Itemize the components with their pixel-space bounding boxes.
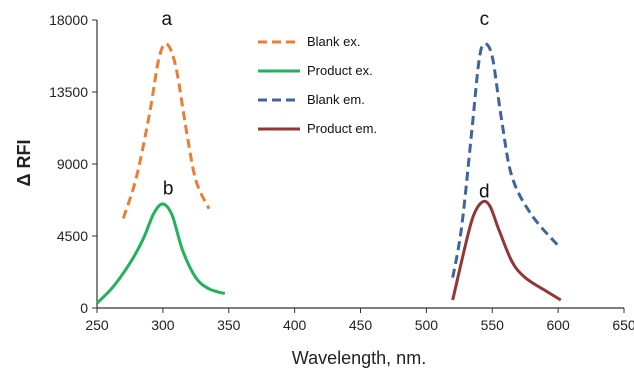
series-line-blank-em xyxy=(451,42,560,278)
x-tick-label: 250 xyxy=(85,317,109,333)
y-tick-label: 4500 xyxy=(57,228,88,244)
series-line-product-em xyxy=(451,199,562,302)
legend-label: Blank ex. xyxy=(307,34,360,49)
x-tick-label: 650 xyxy=(612,317,634,333)
y-tick-label: 13500 xyxy=(49,84,88,100)
x-tick-label: 350 xyxy=(217,317,241,333)
x-tick-label: 550 xyxy=(481,317,505,333)
x-tick-label: 500 xyxy=(415,317,439,333)
y-tick-label: 18000 xyxy=(49,12,88,28)
x-tick-label: 300 xyxy=(151,317,175,333)
peak-label-d: d xyxy=(479,182,490,203)
peak-label-b: b xyxy=(163,178,174,199)
x-tick-label: 450 xyxy=(349,317,373,333)
annotation-layer: a b c d xyxy=(162,9,490,203)
legend-label: Product em. xyxy=(307,121,377,136)
legend-label: Blank em. xyxy=(307,92,365,107)
y-axis-title: Δ RFI xyxy=(14,140,34,187)
y-tick-label: 0 xyxy=(80,300,88,316)
y-tick-label: 9000 xyxy=(57,156,88,172)
axes: 250 300 350 400 450 500 550 600 650 0 4500 9000 1350… xyxy=(49,12,634,333)
series-line-blank-ex xyxy=(121,42,211,219)
legend: Blank ex. Product ex. Blank em. Product em. xyxy=(258,34,377,136)
series-layer xyxy=(95,42,562,305)
series-line-product-ex xyxy=(95,202,226,305)
legend-label: Product ex. xyxy=(307,63,373,78)
peak-label-c: c xyxy=(480,9,490,30)
x-axis-title: Wavelength, nm. xyxy=(292,348,426,368)
peak-label-a: a xyxy=(162,9,173,30)
x-tick-label: 600 xyxy=(546,317,570,333)
x-tick-label: 400 xyxy=(283,317,307,333)
